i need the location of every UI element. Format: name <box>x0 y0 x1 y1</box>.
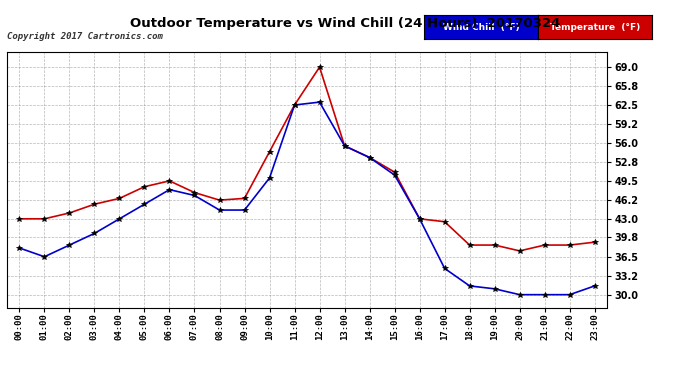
Text: Copyright 2017 Cartronics.com: Copyright 2017 Cartronics.com <box>7 32 163 41</box>
Text: Wind Chill  (°F): Wind Chill (°F) <box>443 22 520 32</box>
Text: Temperature  (°F): Temperature (°F) <box>550 22 640 32</box>
Text: Outdoor Temperature vs Wind Chill (24 Hours)  20170324: Outdoor Temperature vs Wind Chill (24 Ho… <box>130 17 560 30</box>
